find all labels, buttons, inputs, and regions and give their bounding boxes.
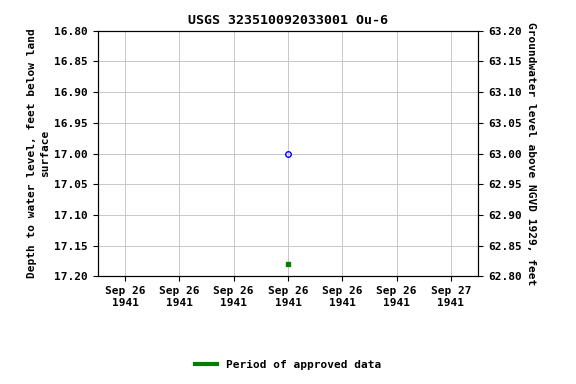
Y-axis label: Depth to water level, feet below land
surface: Depth to water level, feet below land su… — [27, 29, 50, 278]
Y-axis label: Groundwater level above NGVD 1929, feet: Groundwater level above NGVD 1929, feet — [526, 22, 536, 285]
Title: USGS 323510092033001 Ou-6: USGS 323510092033001 Ou-6 — [188, 14, 388, 27]
Legend: Period of approved data: Period of approved data — [191, 355, 385, 374]
